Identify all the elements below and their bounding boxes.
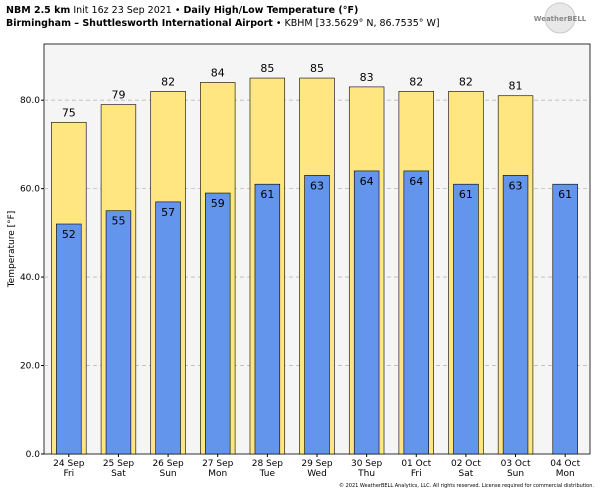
value-label: 63 xyxy=(310,179,324,192)
init: Init 16z 23 Sep 2021 xyxy=(73,5,172,16)
logo: WeatherBELL xyxy=(534,15,587,23)
value-label: 75 xyxy=(62,106,76,119)
x-tick-label: 02 Oct xyxy=(451,459,481,469)
location: Birmingham – Shuttlesworth International… xyxy=(6,18,273,29)
header-line-1: NBM 2.5 km Init 16z 23 Sep 2021 • Daily … xyxy=(6,5,358,16)
x-tick-weekday: Wed xyxy=(307,469,327,479)
value-label: 85 xyxy=(260,62,274,75)
bar xyxy=(254,183,281,455)
x-tick-weekday: Sat xyxy=(111,469,126,479)
bar xyxy=(205,192,231,455)
bar xyxy=(105,210,132,455)
value-label: 64 xyxy=(409,175,423,188)
value-label: 64 xyxy=(360,175,374,188)
x-tick-weekday: Mon xyxy=(556,469,575,479)
header-line-2: Birmingham – Shuttlesworth International… xyxy=(6,18,440,29)
value-label: 84 xyxy=(211,66,225,79)
y-axis-label: Temperature [°F] xyxy=(7,211,17,289)
x-tick-weekday: Sat xyxy=(459,469,474,479)
y-tick-label: 0.0 xyxy=(26,450,41,460)
y-tick-label: 40.0 xyxy=(20,273,40,283)
value-label: 52 xyxy=(62,228,76,241)
value-label: 61 xyxy=(558,188,572,201)
bar xyxy=(56,223,82,455)
x-tick-label: 04 Oct xyxy=(550,459,580,469)
value-label: 55 xyxy=(111,215,125,228)
value-label: 61 xyxy=(260,188,274,201)
x-tick-label: 30 Sep xyxy=(351,459,383,469)
x-tick-weekday: Sun xyxy=(160,469,177,479)
value-label: 57 xyxy=(161,206,175,219)
footer: © 2021 WeatherBELL Analytics, LLC. All r… xyxy=(339,482,594,489)
value-label: 85 xyxy=(310,62,324,75)
x-tick-weekday: Tue xyxy=(259,469,276,479)
bar xyxy=(155,201,181,455)
value-label: 59 xyxy=(211,197,225,210)
value-label: 81 xyxy=(509,80,523,93)
bar xyxy=(304,175,330,455)
x-tick-weekday: Fri xyxy=(411,469,422,479)
model: NBM 2.5 km xyxy=(6,5,70,16)
value-label: 82 xyxy=(459,75,473,88)
x-tick-label: 28 Sep xyxy=(252,459,284,469)
x-tick-label: 01 Oct xyxy=(401,459,431,469)
value-label: 82 xyxy=(161,75,175,88)
station: KBHM [33.5629° N, 86.7535° W] xyxy=(284,18,439,29)
x-tick-weekday: Sun xyxy=(507,469,524,479)
bar xyxy=(552,183,578,455)
x-tick-weekday: Thu xyxy=(357,469,375,479)
value-label: 83 xyxy=(360,71,374,84)
y-tick-label: 20.0 xyxy=(20,362,40,372)
y-tick-label: 80.0 xyxy=(20,96,40,106)
y-tick-label: 60.0 xyxy=(20,185,40,195)
logo-badge xyxy=(544,2,576,34)
value-label: 79 xyxy=(111,89,125,102)
bar xyxy=(353,170,380,455)
x-tick-label: 03 Oct xyxy=(501,459,531,469)
x-tick-weekday: Mon xyxy=(208,469,227,479)
value-label: 61 xyxy=(459,188,473,201)
bar xyxy=(453,183,479,455)
value-label: 82 xyxy=(409,75,423,88)
x-tick-weekday: Fri xyxy=(63,469,74,479)
separator: • xyxy=(175,5,181,16)
x-tick-label: 25 Sep xyxy=(103,459,135,469)
x-tick-label: 24 Sep xyxy=(53,459,85,469)
chart-title: Daily High/Low Temperature (°F) xyxy=(184,5,359,16)
bar xyxy=(502,175,529,455)
x-tick-label: 29 Sep xyxy=(301,459,333,469)
value-label: 63 xyxy=(509,179,523,192)
separator: • xyxy=(276,18,282,29)
x-tick-label: 26 Sep xyxy=(152,459,184,469)
bar xyxy=(403,170,429,455)
x-tick-label: 27 Sep xyxy=(202,459,234,469)
